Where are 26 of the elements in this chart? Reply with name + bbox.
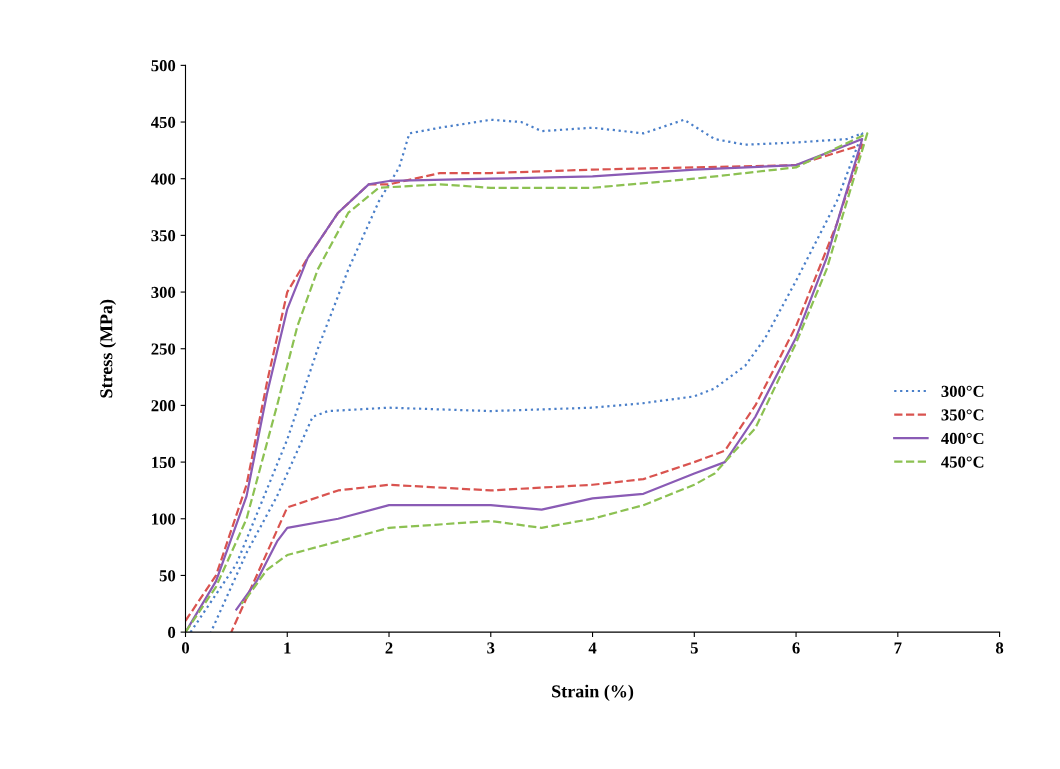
x-tick-label: 3 xyxy=(487,642,495,654)
x-tick-label: 4 xyxy=(588,642,597,654)
y-tick-label: 250 xyxy=(151,343,176,355)
x-tick-label: 1 xyxy=(284,642,291,654)
x-tick-label: 8 xyxy=(995,642,1004,654)
x-tick-label: 7 xyxy=(894,642,902,654)
y-tick-label: 300 xyxy=(151,286,176,299)
y-tick-label: 200 xyxy=(151,400,176,412)
y-tick-label: 50 xyxy=(159,570,176,582)
legend-label: 300°C xyxy=(941,385,984,397)
x-tick-label: 6 xyxy=(792,642,800,654)
y-tick-label: 100 xyxy=(152,513,176,525)
y-axis-title: Stress (MPa) xyxy=(99,299,117,398)
y-tick-label: 0 xyxy=(168,626,176,639)
y-tick-label: 350 xyxy=(151,230,176,242)
x-tick-label: 5 xyxy=(690,642,698,654)
legend-label: 400°C xyxy=(941,432,984,445)
legend-label: 450°C xyxy=(941,456,984,468)
y-tick-label: 450 xyxy=(151,116,176,128)
y-tick-label: 150 xyxy=(152,456,176,469)
x-tick-label: 2 xyxy=(385,642,393,654)
y-tick-label: 500 xyxy=(151,60,176,72)
y-tick-label: 400 xyxy=(151,173,176,185)
legend-label: 350°C xyxy=(941,409,984,421)
x-tick-label: 0 xyxy=(181,642,190,654)
x-axis-title: Strain (%) xyxy=(552,684,634,702)
